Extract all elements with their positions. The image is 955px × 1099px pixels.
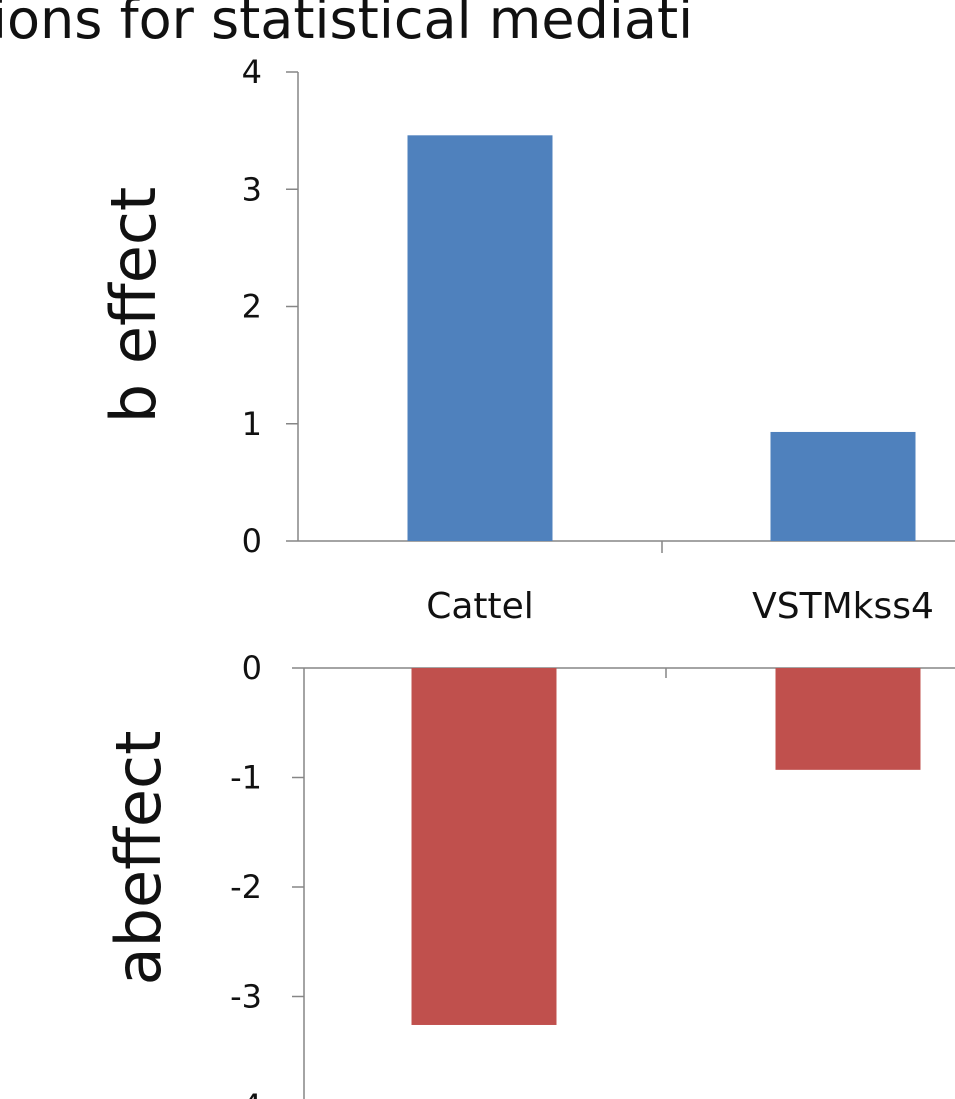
- category-label: Cattel: [426, 586, 534, 627]
- y-tick-label: 0: [242, 649, 262, 687]
- y-tick-label: 2: [242, 288, 262, 326]
- bar-vstmkss4: [776, 668, 921, 770]
- y-tick-label: 1: [242, 405, 262, 443]
- b-effect-axis-label: b effect: [97, 187, 170, 423]
- ab-effect-chart: abeffect 0 -1 -2 -3 -4: [102, 649, 955, 1099]
- bar-cattel: [408, 135, 553, 541]
- category-label: VSTMkss4: [752, 586, 934, 627]
- b-effect-chart: b effect 0 1 2 3 4 Cattel VSTMkss4: [97, 53, 955, 627]
- y-tick-label: -1: [230, 759, 262, 797]
- y-tick-label: 0: [242, 522, 262, 560]
- y-tick-label: 4: [242, 53, 262, 91]
- y-tick-label: 3: [242, 170, 262, 208]
- y-tick-label: -3: [230, 978, 262, 1016]
- y-tick-label: -4: [230, 1087, 262, 1099]
- bar-vstmkss4: [771, 432, 916, 541]
- ab-effect-axis-label: abeffect: [102, 731, 175, 986]
- y-tick-label: -2: [230, 868, 262, 906]
- bar-cattel: [412, 668, 557, 1025]
- page-title: ions for statistical mediati: [0, 0, 693, 51]
